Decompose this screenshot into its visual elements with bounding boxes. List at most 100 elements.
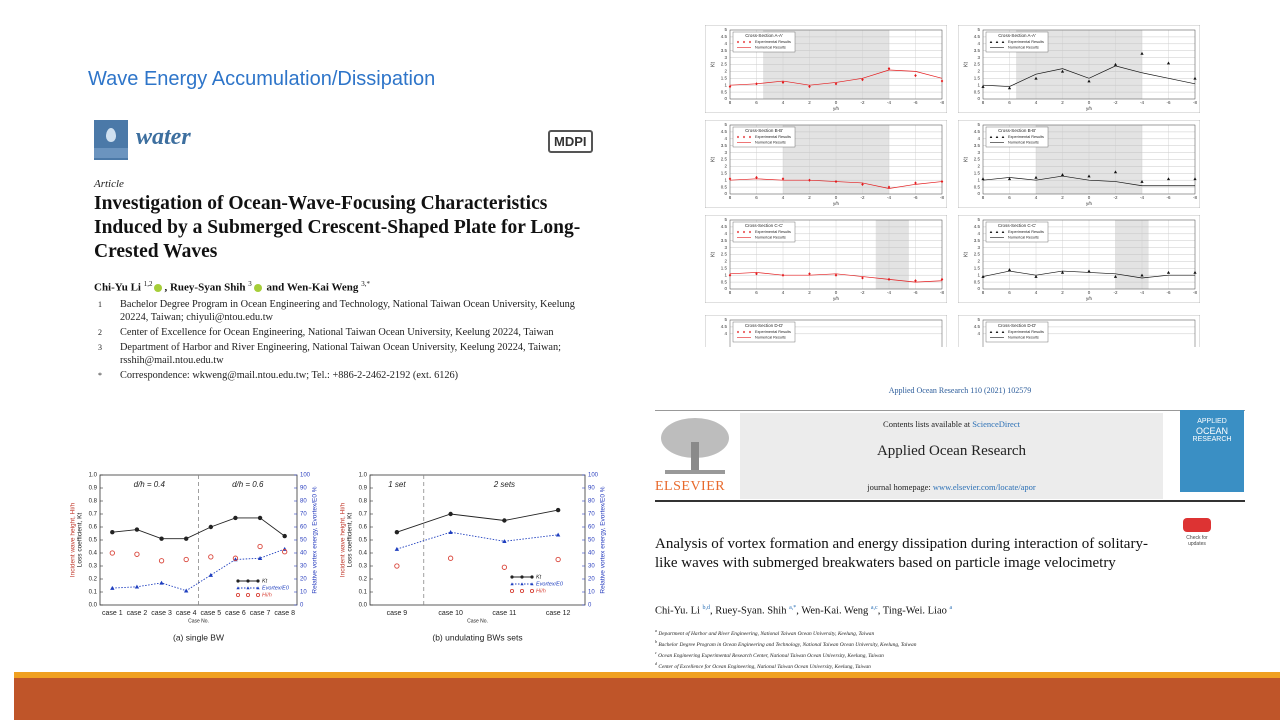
x-tick-label: 2 xyxy=(808,290,811,295)
aff-text: Department of Harbor and River Engineeri… xyxy=(120,342,562,366)
point xyxy=(1166,177,1171,181)
x-tick-label: -4 xyxy=(1140,195,1144,200)
x-tick-label: -6 xyxy=(1166,195,1170,200)
panel: 4 4.5 5 Cross-Section D-D' Experimental Resu… xyxy=(705,315,947,347)
point xyxy=(1007,268,1012,271)
y-tick-label: 0.5 xyxy=(721,184,728,189)
point xyxy=(736,40,740,44)
series-line xyxy=(729,69,943,86)
check-label[interactable]: Check for updates xyxy=(1186,535,1208,547)
point xyxy=(236,579,240,583)
point xyxy=(1007,86,1012,90)
point xyxy=(748,330,752,334)
point xyxy=(510,575,514,579)
footer-stripe xyxy=(14,672,1280,678)
point xyxy=(1060,173,1065,176)
point xyxy=(834,273,838,277)
x-axis-label: y/h xyxy=(1086,106,1093,111)
y-axis-label: Kt xyxy=(710,157,716,162)
y-tick-label: 0 xyxy=(724,191,727,196)
y2-tick-label: 0 xyxy=(300,603,304,609)
x-tick-label: 6 xyxy=(755,100,758,105)
plot-frame xyxy=(982,319,1196,347)
x-tick-label: case 11 xyxy=(492,610,516,617)
y-tick-label: 0 xyxy=(977,191,980,196)
point xyxy=(501,564,508,570)
panel: 00.511.522.533.544.558 6 4 2 0 -2 -4 -6 -8y/hKtC… xyxy=(958,215,1200,303)
publisher-name: ELSEVIER xyxy=(655,479,726,494)
point xyxy=(742,330,746,334)
x-axis-label: Case No. xyxy=(188,618,209,624)
link[interactable]: www.elsevier.com/locate/apor xyxy=(932,482,1036,492)
y-tick-label: 2 xyxy=(977,69,980,74)
x-tick-label: -6 xyxy=(913,100,917,105)
point xyxy=(282,549,288,555)
panel-title: Cross-Section B-B' xyxy=(998,128,1036,133)
y-tick-label: 0 xyxy=(977,96,980,101)
journal-cover: APPLIED OCEAN RESEARCH xyxy=(1180,410,1244,492)
y-tick-label: 0.7 xyxy=(359,512,368,518)
y2-tick-label: 80 xyxy=(300,499,307,505)
x-tick-label: case 9 xyxy=(387,610,408,617)
x-tick-label: 6 xyxy=(1008,290,1011,295)
legend-label: Numerical Results xyxy=(755,46,786,50)
panel: 00.511.522.533.544.558 6 4 2 0 -2 -4 -6 -8y/hKtC… xyxy=(705,120,947,208)
y2-tick-label: 30 xyxy=(588,564,595,570)
point xyxy=(989,230,993,234)
aff-mark: a xyxy=(655,628,657,633)
x-tick-label: 4 xyxy=(1035,195,1038,200)
y-tick-label: 0.7 xyxy=(89,512,98,518)
y-tick-label: 3 xyxy=(977,55,980,60)
point xyxy=(728,84,732,89)
aff-text: Department of Harbor and River Engineeri… xyxy=(658,630,875,637)
y2-tick-label: 70 xyxy=(588,512,595,518)
author: Ruey-Syan Shih xyxy=(169,281,246,294)
y-tick-label: 1 xyxy=(724,272,727,277)
point xyxy=(183,536,189,541)
point xyxy=(1087,79,1091,83)
series-line xyxy=(982,65,1196,87)
legend-label: Kt xyxy=(536,574,542,580)
author-sup: a xyxy=(949,605,953,611)
y-tick-label: 2.5 xyxy=(721,157,728,162)
link[interactable]: ScienceDirect xyxy=(972,419,1020,429)
panel-title: Cross-Section C-C' xyxy=(998,223,1037,228)
x-tick-label: case 4 xyxy=(176,610,197,617)
x-tick-label: 4 xyxy=(782,290,785,295)
point xyxy=(1140,273,1144,277)
conjunction: and xyxy=(266,281,285,294)
point xyxy=(110,530,115,535)
series-line xyxy=(982,175,1195,187)
x-tick-label: 8 xyxy=(982,100,985,105)
check-badge[interactable] xyxy=(1183,518,1211,532)
x-tick-label: -8 xyxy=(940,290,944,295)
x-tick-label: case 2 xyxy=(127,610,148,617)
point xyxy=(183,588,189,593)
x-tick-label: -6 xyxy=(1166,100,1170,105)
text: journal homepage: xyxy=(867,482,933,492)
x-tick-label: case 3 xyxy=(151,610,172,617)
aff-text: Center of Excellence for Ocean Engineeri… xyxy=(658,664,871,671)
y-tick-label: 4.5 xyxy=(721,324,728,329)
point xyxy=(887,67,891,71)
y-tick-label: 1.5 xyxy=(721,170,728,175)
point xyxy=(448,511,453,517)
x-tick-label: 2 xyxy=(1061,195,1064,200)
panel: 00.511.522.533.544.558 6 4 2 0 -2 -4 -6 -8y/hKtC… xyxy=(705,25,947,113)
point xyxy=(1087,269,1091,273)
y2-tick-label: 100 xyxy=(300,473,311,479)
point xyxy=(520,582,524,586)
point xyxy=(257,515,263,521)
y-tick-label: 1.5 xyxy=(974,265,981,270)
point xyxy=(1166,61,1171,65)
contents-line: Contents lists available at ScienceDirec… xyxy=(740,419,1163,429)
y-tick-label: 3.5 xyxy=(721,48,728,53)
x-tick-label: 6 xyxy=(755,195,758,200)
point xyxy=(255,592,261,598)
y-tick-label: 4 xyxy=(724,331,727,336)
point xyxy=(1113,62,1118,66)
x-tick-label: 8 xyxy=(729,100,732,105)
x-axis-label: y/h xyxy=(833,296,840,301)
legend-box xyxy=(985,126,1049,148)
point xyxy=(257,543,263,550)
